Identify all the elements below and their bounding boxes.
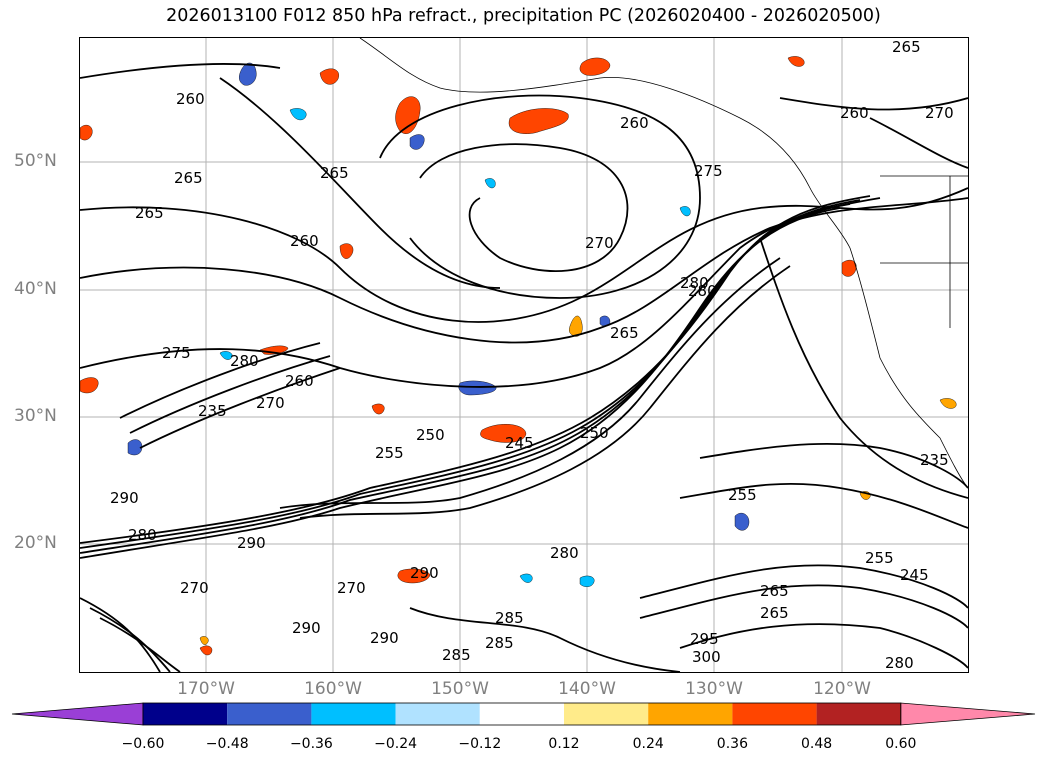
lon-label-160w: 160°W [304, 679, 362, 699]
contour-label: 270 [180, 579, 209, 597]
contour-label: 265 [760, 582, 789, 600]
contour-label: 290 [370, 629, 399, 647]
colorbar-tick-label: 0.24 [632, 736, 664, 752]
colorbar-extend-low [11, 702, 144, 726]
contour-label: 245 [900, 566, 929, 584]
colorbar-tick-label: −0.48 [205, 736, 249, 752]
colorbar-tick-label: −0.24 [374, 736, 418, 752]
precip-patches [80, 56, 957, 656]
contour-label: 290 [292, 619, 321, 637]
contour-label: 250 [416, 426, 445, 444]
contour-label: 265 [135, 204, 164, 222]
contour-label: 290 [410, 564, 439, 582]
contour-label: 290 [110, 489, 139, 507]
colorbar-tick-label: 0.36 [716, 736, 748, 752]
lon-label-150w: 150°W [431, 679, 489, 699]
colorbar-extend-high [900, 702, 1036, 726]
contour-labels: 265 260 260 265 265 260 275 270 270 260 … [110, 38, 954, 672]
colorbar [0, 699, 1047, 729]
colorbar-tick-label: −0.12 [458, 736, 502, 752]
map-panel[interactable]: 265 260 260 265 265 260 275 270 270 260 … [79, 37, 969, 673]
contour-label: 285 [495, 609, 524, 627]
colorbar-swatch [648, 703, 733, 725]
lat-label-20n: 20°N [14, 533, 57, 553]
contour-label: 245 [505, 434, 534, 452]
lat-label-50n: 50°N [14, 151, 57, 171]
lat-label-40n: 40°N [14, 279, 57, 299]
colorbar-tick-label: −0.60 [121, 736, 165, 752]
contour-label: 275 [162, 344, 191, 362]
contour-label: 280 [550, 544, 579, 562]
contour-label: 255 [728, 486, 757, 504]
colorbar-swatch [143, 703, 228, 725]
contour-label: 250 [580, 424, 609, 442]
lon-label-140w: 140°W [558, 679, 616, 699]
contour-label: 235 [920, 451, 949, 469]
colorbar-swatch [395, 703, 480, 725]
colorbar-tick-label: 0.12 [548, 736, 580, 752]
contour-label: 280 [128, 526, 157, 544]
contour-label: 255 [865, 549, 894, 567]
colorbar-tick-label: 0.60 [885, 736, 917, 752]
contour-label: 265 [892, 38, 921, 56]
graticule [80, 38, 968, 672]
contour-label: 270 [337, 579, 366, 597]
contour-label: 270 [925, 104, 954, 122]
contour-label: 290 [237, 534, 266, 552]
colorbar-swatch [479, 703, 564, 725]
contour-label: 260 [285, 372, 314, 390]
colorbar-swatch [816, 703, 901, 725]
contour-label: 255 [375, 444, 404, 462]
contour-label: 265 [760, 604, 789, 622]
contour-label: 275 [694, 162, 723, 180]
contour-label: 295 [690, 630, 719, 648]
colorbar-swatch [227, 703, 312, 725]
colorbar-swatch [732, 703, 817, 725]
lon-label-130w: 130°W [685, 679, 743, 699]
contour-label: 285 [485, 634, 514, 652]
colorbar-swatches [11, 702, 1036, 726]
lat-label-30n: 30°N [14, 406, 57, 426]
colorbar-swatch [564, 703, 649, 725]
contour-label: 260 [290, 232, 319, 250]
contour-label: 270 [585, 234, 614, 252]
contour-label: 270 [256, 394, 285, 412]
contour-label: 300 [692, 648, 721, 666]
contour-label: 280 [230, 352, 259, 370]
refractivity-contours [80, 62, 968, 672]
contour-label: 285 [442, 646, 471, 664]
contour-label: 260 [176, 90, 205, 108]
contour-label: 280 [885, 654, 914, 672]
colorbar-outline [142, 702, 902, 726]
lon-label-120w: 120°W [813, 679, 871, 699]
colorbar-tick-label: −0.36 [289, 736, 333, 752]
contour-label: 265 [610, 324, 639, 342]
coastlines [359, 38, 968, 489]
contour-label: 265 [320, 164, 349, 182]
contour-label: 280 [680, 274, 709, 292]
lon-label-170w: 170°W [177, 679, 235, 699]
contour-label: 260 [620, 114, 649, 132]
contour-label: 280 [688, 282, 717, 300]
contour-label: 260 [840, 104, 869, 122]
map-title: 2026013100 F012 850 hPa refract., precip… [166, 6, 881, 26]
contour-label: 265 [174, 169, 203, 187]
contour-label: 235 [198, 402, 227, 420]
colorbar-swatch [311, 703, 396, 725]
colorbar-tick-label: 0.48 [801, 736, 833, 752]
